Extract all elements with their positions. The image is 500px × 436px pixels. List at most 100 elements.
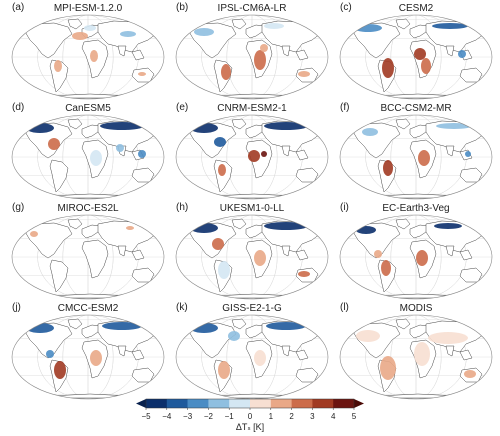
map-border	[339, 14, 493, 100]
continent-india	[281, 145, 291, 157]
world-map	[339, 14, 493, 100]
anomaly-region	[228, 331, 240, 341]
map-panel: (h) UKESM1-0-LL	[172, 202, 332, 302]
anomaly-region	[126, 226, 134, 230]
world-map	[11, 14, 165, 100]
continent-greenland	[67, 118, 83, 130]
map-border	[11, 214, 165, 300]
graticule-meridian	[226, 215, 278, 299]
continent-europe	[409, 24, 429, 39]
continent-australia	[459, 267, 483, 283]
panel-title: MODIS	[399, 303, 433, 314]
colorbar-tick-label: −1	[225, 412, 235, 421]
anomaly-region	[416, 250, 428, 266]
continent-australia	[459, 167, 483, 183]
world-map	[339, 314, 493, 400]
continent-india	[117, 45, 127, 57]
panel-title: BCC-CSM2-MR	[380, 103, 452, 114]
map-panel: (a) MPI-ESM-1.2.0	[8, 2, 168, 102]
world-map	[339, 214, 493, 300]
colorbar-tick-label: 5	[352, 412, 357, 421]
anomaly-region	[218, 261, 230, 279]
anomaly-region	[248, 150, 260, 162]
map-border	[339, 214, 493, 300]
continent-australia	[131, 267, 155, 283]
anomaly-region	[414, 48, 426, 60]
continent-africa	[81, 239, 109, 279]
map-border	[175, 14, 329, 100]
panel-title: MPI-ESM-1.2.0	[53, 3, 123, 14]
colorbar-tick-label: 2	[289, 412, 294, 421]
continent-seAsia	[295, 149, 309, 161]
panel-title: MIROC-ES2L	[57, 203, 119, 214]
anomaly-region	[356, 330, 380, 342]
anomaly-region	[362, 128, 378, 136]
continent-india	[281, 245, 291, 257]
continent-asia	[97, 220, 157, 253]
world-map	[175, 214, 329, 300]
panel-title: EC-Earth3-Veg	[382, 203, 450, 214]
continent-greenland	[395, 218, 411, 230]
anomaly-region	[46, 350, 54, 358]
continent-northAmerica	[23, 22, 73, 59]
continent-seAsia	[131, 49, 145, 61]
anomaly-region	[48, 138, 60, 150]
anomaly-region	[30, 231, 38, 237]
colorbar-tick-label: −5	[141, 412, 151, 421]
continent-europe	[245, 124, 265, 139]
anomaly-region	[428, 332, 468, 344]
colorbar-tick-label: −2	[204, 412, 214, 421]
world-map	[175, 114, 329, 200]
map-panel: (k) GISS-E2-1-G	[172, 302, 332, 402]
map-panel: (i) EC-Earth3-Veg	[336, 202, 496, 302]
graticule-meridian	[62, 215, 114, 299]
continent-europe	[409, 324, 429, 339]
map-border	[339, 314, 493, 400]
anomaly-region	[418, 150, 430, 166]
anomaly-region	[221, 64, 231, 80]
anomaly-region	[90, 150, 102, 166]
anomaly-region	[434, 223, 462, 229]
continent-india	[281, 345, 291, 357]
map-panel: (g) MIROC-ES2L	[8, 202, 168, 302]
colorbar-tick-label: −3	[183, 412, 193, 421]
anomaly-region	[260, 44, 268, 52]
map-panel: (c) CESM2	[336, 2, 496, 102]
anomaly-region	[254, 350, 266, 366]
anomaly-region	[54, 60, 62, 72]
panel-letter: (f)	[340, 102, 350, 113]
anomaly-region	[102, 322, 142, 330]
continent-india	[445, 245, 455, 257]
continent-greenland	[395, 18, 411, 30]
anomaly-region	[116, 144, 124, 152]
map-panel: (f) BCC-CSM2-MR	[336, 102, 496, 202]
colorbar-tick-label: 1	[269, 412, 274, 421]
colorbar-tick-label: −4	[162, 412, 172, 421]
anomaly-region	[254, 250, 266, 266]
anomaly-region	[421, 58, 431, 74]
continent-seAsia	[459, 249, 473, 261]
continent-greenland	[231, 218, 247, 230]
map-border	[11, 14, 165, 100]
colorbar-segment	[146, 399, 168, 408]
map-border	[11, 314, 165, 400]
colorbar-segment	[229, 399, 251, 408]
colorbar-segment	[312, 399, 334, 408]
continent-greenland	[67, 218, 83, 230]
colorbar-segment	[250, 399, 272, 408]
map-panel: (l) MODIS	[336, 302, 496, 402]
panel-letter: (g)	[12, 202, 25, 213]
anomaly-region	[266, 322, 306, 330]
panel-letter: (b)	[176, 2, 189, 13]
graticule-meridian	[62, 115, 114, 199]
anomaly-region	[458, 50, 466, 58]
anomaly-region	[138, 72, 146, 76]
continent-europe	[409, 224, 429, 239]
map-border	[175, 114, 329, 200]
continent-seAsia	[295, 349, 309, 361]
anomaly-region	[383, 160, 393, 176]
continent-india	[281, 45, 291, 57]
continent-seAsia	[131, 249, 145, 261]
anomaly-region	[218, 361, 230, 379]
graticule-meridian	[226, 15, 278, 99]
